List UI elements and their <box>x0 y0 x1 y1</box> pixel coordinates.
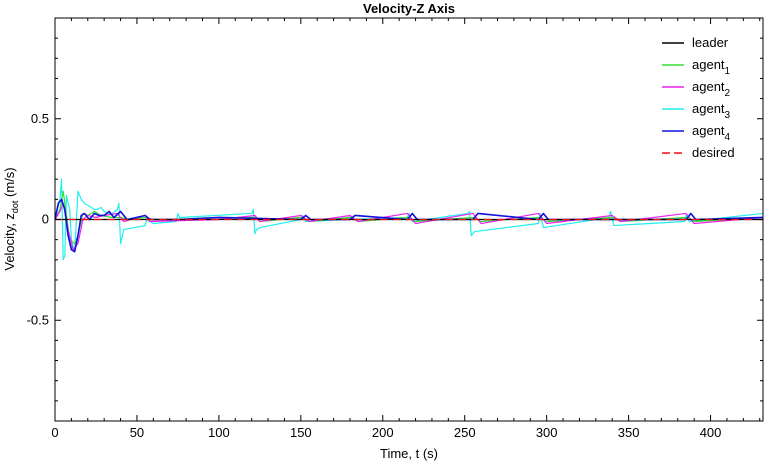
x-tick-label: 350 <box>618 425 640 440</box>
legend-label-agent4: agent4 <box>692 123 731 143</box>
x-tick-label: 100 <box>208 425 230 440</box>
y-tick-label: 0.5 <box>31 111 49 126</box>
tick-layer: 0 50 100 150 200 250 300 350 400 -0.5 0 0.5 <box>27 17 763 440</box>
legend-label-agent3: agent3 <box>692 101 731 121</box>
x-tick-label: 200 <box>372 425 394 440</box>
y-tick-label: 0 <box>42 212 49 227</box>
legend-label-sub: 3 <box>725 110 731 121</box>
legend-label-leader: leader <box>692 35 729 50</box>
y-axis-label: Velocity, zdot (m/s) <box>2 167 20 270</box>
x-tick-label: 150 <box>290 425 312 440</box>
legend-label-sub: 2 <box>725 88 731 99</box>
legend-label-main: desired <box>692 145 735 160</box>
legend-label-agent2: agent2 <box>692 79 731 99</box>
legend-label-main: agent <box>692 101 725 116</box>
series-layer <box>55 178 763 261</box>
legend-label-sub: 1 <box>725 66 731 77</box>
x-tick-label: 0 <box>51 425 58 440</box>
legend-label-main: agent <box>692 57 725 72</box>
x-tick-label: 50 <box>130 425 144 440</box>
y-axis-label-unit: (m/s) <box>2 167 17 200</box>
series-line-agent3 <box>55 178 763 261</box>
legend-label-sub: 4 <box>725 132 731 143</box>
x-tick-label: 400 <box>700 425 722 440</box>
y-axis-label-main: Velocity, z <box>2 213 17 271</box>
chart-title: Velocity-Z Axis <box>363 1 455 16</box>
x-tick-label: 250 <box>454 425 476 440</box>
x-tick-label: 300 <box>536 425 558 440</box>
legend-label-main: agent <box>692 79 725 94</box>
legend-label-main: leader <box>692 35 729 50</box>
legend-label-desired: desired <box>692 145 735 160</box>
legend-label-main: agent <box>692 123 725 138</box>
legend-label-agent1: agent1 <box>692 57 731 77</box>
y-axis-label-sub: dot <box>10 200 20 213</box>
x-axis-label: Time, t (s) <box>380 446 438 461</box>
y-tick-label: -0.5 <box>27 312 49 327</box>
